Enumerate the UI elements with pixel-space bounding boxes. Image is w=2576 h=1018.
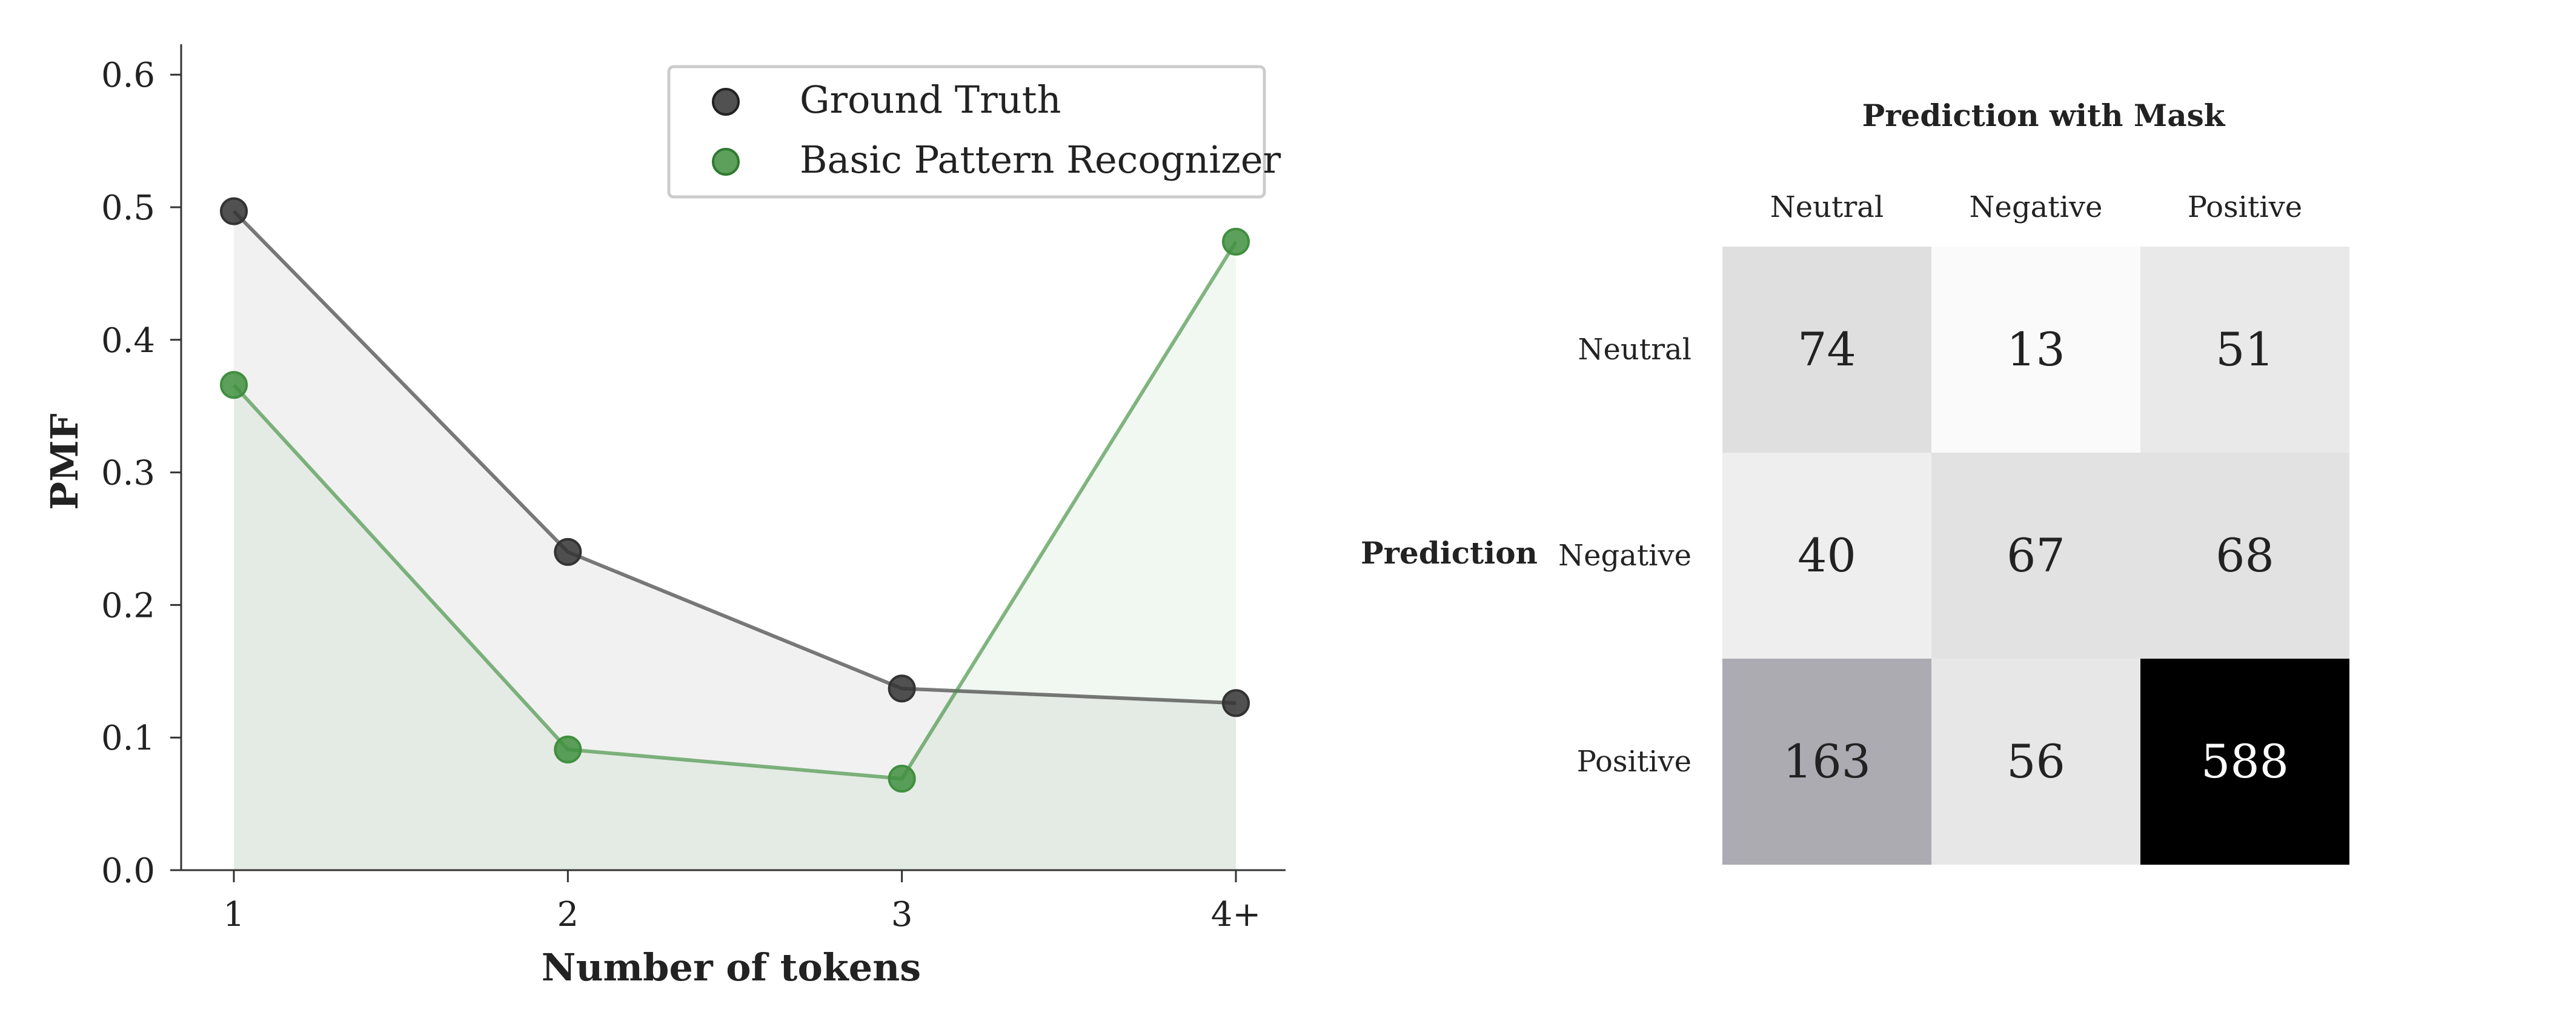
y-tick-label: 0.0	[101, 851, 155, 891]
point-basic-pattern-recognizer-1	[220, 371, 248, 399]
heatmap-cell	[1931, 659, 2140, 865]
area-fill-ground-truth	[234, 211, 1236, 871]
point-basic-pattern-recognizer-2	[554, 735, 582, 764]
point-basic-pattern-recognizer-4	[1222, 227, 1250, 256]
heatmap-cell-value: 68	[2216, 528, 2274, 582]
point-ground-truth-3	[888, 674, 916, 703]
point-basic-pattern-recognizer-3	[888, 765, 916, 793]
heatmap-column-label: Neutral	[1770, 190, 1884, 224]
legend-box	[667, 65, 1266, 199]
heatmap-title: Prediction with Mask	[1862, 98, 2226, 133]
heatmap-cell	[1931, 247, 2140, 453]
series-line-basic-pattern-recognizer	[232, 241, 1238, 781]
y-ticks: 0.0 0.1 0.2 0.3 0.4 0.5 0.6	[101, 56, 181, 891]
axes	[180, 44, 1286, 871]
heatmap-cells: 74 13 51 40 67 68 163 56 588	[1722, 247, 2349, 865]
heatmap-cell	[1722, 247, 1931, 453]
y-tick-label: 0.6	[101, 56, 155, 95]
series-lines	[232, 210, 1238, 781]
heatmap-cell	[2140, 659, 2349, 865]
x-axis-label: Number of tokens	[542, 945, 921, 990]
heatmap-cell	[1931, 453, 2140, 659]
heatmap-row-label: Positive	[1577, 745, 1691, 779]
heatmap-cell-value: 588	[2201, 734, 2289, 788]
heatmap-cell-value: 51	[2216, 322, 2274, 376]
x-ticks: 1 2 3 4+	[223, 870, 1261, 934]
heatmap-column-labels: Neutral Negative Positive	[1770, 190, 2302, 224]
x-tick-label: 2	[557, 895, 579, 934]
heatmap-cell-value: 67	[2007, 528, 2065, 582]
y-tick-label: 0.3	[101, 454, 155, 493]
y-tick-label: 0.5	[101, 188, 155, 228]
heatmap-cell-value: 40	[1798, 528, 1856, 582]
heatmap-column-label: Positive	[2188, 190, 2302, 224]
heatmap-cell-value: 56	[2007, 734, 2065, 788]
area-fill-basic-pattern-recognizer	[234, 241, 1236, 871]
line-chart: 0.0 0.1 0.2 0.3 0.4 0.5 0.6 1 2 3 4+ PMF Number o…	[42, 44, 1286, 990]
y-tick-label: 0.2	[101, 586, 155, 625]
point-ground-truth-1	[220, 197, 248, 225]
legend: Ground Truth Basic Pattern Recognizer	[667, 65, 1281, 199]
y-axis-label: PMF	[42, 413, 87, 510]
heatmap-row-labels: Neutral Negative Positive	[1558, 333, 1691, 779]
heatmap-cell	[2140, 247, 2349, 453]
point-ground-truth-2	[554, 537, 582, 566]
series-points	[220, 197, 1250, 793]
x-tick-label: 4+	[1211, 895, 1261, 934]
series-line-ground-truth	[232, 210, 1237, 705]
y-tick-label: 0.4	[101, 321, 155, 361]
legend-marker-basic-pattern-recognizer	[712, 148, 740, 176]
heatmap-cell-value: 163	[1783, 734, 1871, 788]
x-tick-label: 1	[223, 895, 245, 934]
heatmap-row-label: Negative	[1558, 539, 1691, 573]
heatmap-cell	[1722, 453, 1931, 659]
heatmap-cell-value: 74	[1798, 322, 1856, 376]
heatmap-cell	[2140, 453, 2349, 659]
x-tick-label: 3	[891, 895, 913, 934]
heatmap-cell-value: 13	[2007, 322, 2065, 376]
heatmap-row-label: Neutral	[1578, 333, 1691, 367]
point-ground-truth-4	[1222, 689, 1250, 717]
legend-label-ground-truth: Ground Truth	[800, 78, 1061, 122]
y-tick-label: 0.1	[101, 719, 155, 758]
heatmap-chart: Prediction with Mask Prediction 74 13 51 40…	[1361, 98, 2349, 865]
heatmap-column-label: Negative	[1970, 190, 2103, 224]
heatmap-row-axis-label: Prediction	[1361, 535, 1538, 571]
area-fills	[234, 211, 1236, 871]
legend-marker-ground-truth	[712, 88, 740, 116]
heatmap-cell	[1722, 659, 1931, 865]
legend-label-basic-pattern-recognizer: Basic Pattern Recognizer	[800, 138, 1281, 182]
